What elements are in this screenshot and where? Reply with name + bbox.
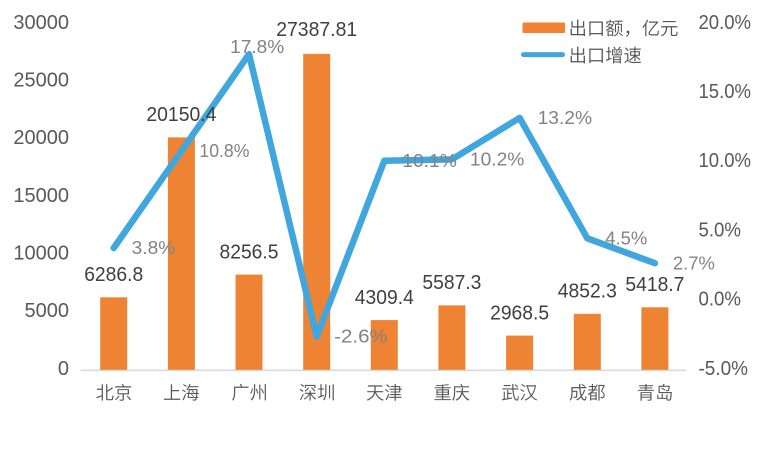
svg-text:3.8%: 3.8% (132, 237, 176, 258)
svg-text:10000: 10000 (13, 243, 69, 265)
svg-text:20.0%: 20.0% (699, 12, 752, 34)
svg-text:4309.4: 4309.4 (355, 286, 414, 309)
svg-text:15000: 15000 (13, 185, 69, 207)
svg-text:-2.6%: -2.6% (334, 326, 388, 347)
svg-text:10.0%: 10.0% (699, 150, 752, 172)
svg-text:0.0%: 0.0% (699, 289, 742, 311)
svg-text:25000: 25000 (13, 70, 69, 92)
svg-text:2.7%: 2.7% (673, 252, 715, 273)
svg-text:5000: 5000 (25, 300, 70, 322)
svg-text:5418.7: 5418.7 (625, 273, 684, 296)
svg-text:8256.5: 8256.5 (220, 240, 279, 263)
svg-text:4.5%: 4.5% (605, 227, 647, 248)
svg-text:-5.0%: -5.0% (699, 358, 749, 380)
svg-text:13.2%: 13.2% (538, 107, 593, 128)
svg-text:27387.81: 27387.81 (276, 18, 357, 41)
svg-text:10.1%: 10.1% (402, 150, 457, 171)
svg-text:5587.3: 5587.3 (422, 271, 481, 294)
svg-text:5.0%: 5.0% (699, 219, 742, 241)
svg-text:6286.8: 6286.8 (84, 263, 143, 286)
svg-text:0: 0 (58, 358, 69, 380)
svg-text:10.2%: 10.2% (470, 149, 525, 170)
svg-text:20000: 20000 (13, 127, 69, 149)
svg-text:4852.3: 4852.3 (558, 280, 617, 303)
svg-text:2968.5: 2968.5 (490, 301, 549, 324)
svg-text:15.0%: 15.0% (699, 81, 752, 103)
svg-text:17.8%: 17.8% (230, 36, 284, 57)
svg-text:20150.4: 20150.4 (146, 103, 216, 126)
svg-text:30000: 30000 (13, 12, 69, 34)
svg-text:10.8%: 10.8% (199, 140, 249, 161)
